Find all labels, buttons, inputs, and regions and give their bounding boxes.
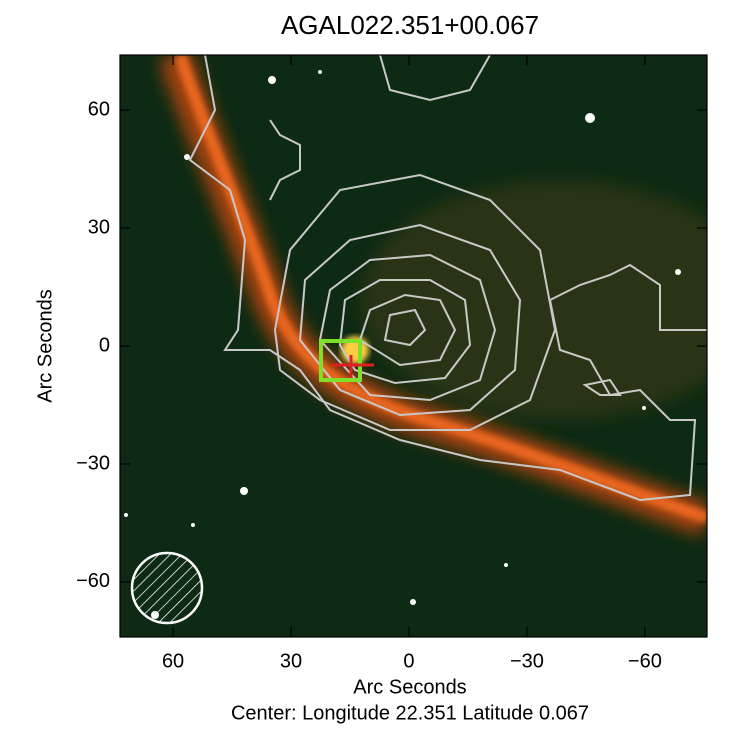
x-tick-label: 30 — [280, 650, 302, 672]
sky-image — [120, 55, 707, 637]
x-axis-label: Arc Seconds — [353, 676, 466, 698]
y-tick-label: −60 — [76, 570, 110, 592]
x-tick-label: 60 — [162, 650, 184, 672]
x-tick-label: −30 — [510, 650, 544, 672]
x-tick-label: 0 — [403, 650, 414, 672]
y-tick-label: 30 — [88, 216, 110, 238]
y-axis-label: Arc Seconds — [34, 289, 56, 402]
footer: Center: Longitude 22.351 Latitude 0.067 — [231, 702, 589, 724]
y-tick-label: 0 — [99, 334, 110, 356]
chart-title: AGAL022.351+00.067 — [281, 10, 539, 40]
x-tick-label: −60 — [628, 650, 662, 672]
y-tick-label: −30 — [76, 452, 110, 474]
y-tick-label: 60 — [88, 98, 110, 120]
